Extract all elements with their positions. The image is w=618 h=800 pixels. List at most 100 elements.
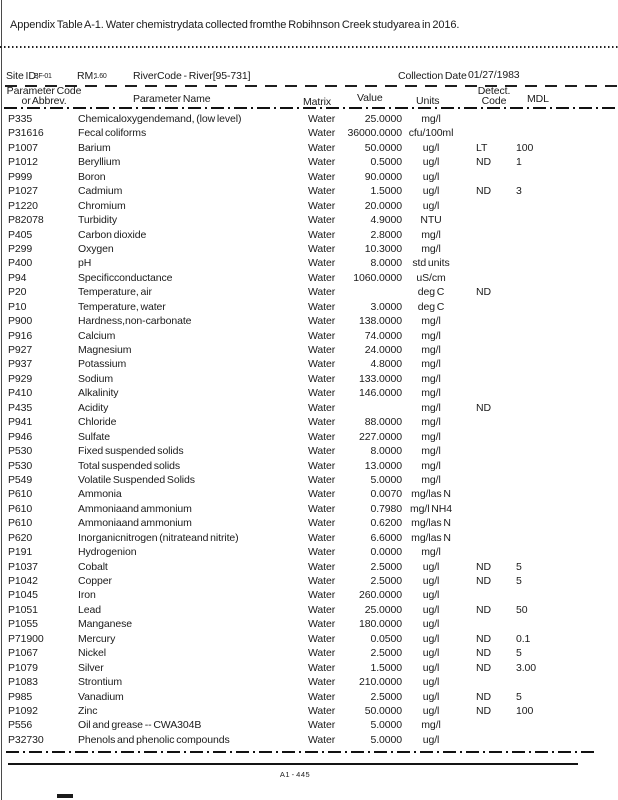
mdl-cell [516,170,582,184]
table-row: P610 Ammoniaand ammonium Water 0.6200 mg… [8,516,590,530]
parameter-code-cell: P82078 [8,214,44,227]
column-gap [460,661,476,675]
matrix-cell: Water [308,141,336,154]
table-row: P10 Temperature, water Water 3.0000 deg … [8,300,590,314]
matrix-cell: Water [308,502,336,515]
value-cell: 90.0000 [364,170,402,183]
detect-code-cell: ND [476,560,491,573]
parameter-name-cell: Ammoniaand ammonium [78,517,192,530]
mdl-cell [516,256,582,270]
units-cell: cfu/100ml [408,127,454,140]
table-row: P400 pH Water 8.0000 std units [8,256,590,270]
table-row: P556 Oil and grease -- CWA304B Water 5.0… [8,718,590,732]
parameter-name-cell: pH [78,257,92,270]
parameter-name-cell: Calcium [78,329,116,342]
table-row: P610 Ammoniaand ammonium Water 0.7980 mg… [8,502,590,516]
matrix-cell: Water [308,733,336,746]
units-cell: mg/l [421,329,441,342]
detect-code-cell: ND [476,632,491,645]
parameter-code-cell: P1007 [8,141,38,154]
value-cell: 180.0000 [359,618,402,631]
detect-code-cell [476,386,516,400]
column-gap [460,487,476,501]
value-cell: 3.0000 [370,300,402,313]
column-gap [460,170,476,184]
table-row: P530 Total suspended solids Water 13.000… [8,459,590,473]
units-cell: mg/l [421,372,441,385]
mdl-cell [516,675,582,689]
column-gap [460,718,476,732]
matrix-cell: Water [308,445,336,458]
parameter-name-cell: Fecal coliforms [78,127,147,140]
mdl-cell: 0.1 [516,632,531,645]
site-id-label: Site ID: [6,70,39,82]
table-row: P94 Specificconductance Water 1060.0000 … [8,271,590,285]
units-cell: uS/cm [416,271,446,284]
matrix-cell: Water [308,488,336,501]
parameter-name-cell: Temperature, water [78,300,166,313]
mdl-cell [516,459,582,473]
value-cell: 2.5000 [370,575,402,587]
parameter-code-cell: P610 [8,517,33,530]
matrix-cell: Water [308,228,336,241]
parameter-name-cell: Silver [78,661,104,674]
parameter-name-cell: Oil and grease -- CWA304B [78,719,202,732]
table-row: P1037 Cobalt Water 2.5000 ug/l ND 5 [8,560,590,574]
table-row: P900 Hardness,non-carbonate Water 138.00… [8,314,590,328]
value-cell [342,401,402,415]
value-cell: 4.9000 [370,214,402,227]
parameter-name-cell: Strontium [78,676,123,689]
matrix-cell: Water [308,113,336,125]
value-cell: 1.5000 [370,661,402,674]
column-gap [460,386,476,400]
table-row: P410 Alkalinity Water 146.0000 mg/l [8,386,590,400]
detect-code-cell [476,444,516,458]
matrix-cell: Water [308,286,336,299]
parameter-name-cell: Acidity [78,401,109,414]
parameter-table: P335 Chemicaloxygendemand, (low level) W… [8,112,590,747]
parameter-name-cell: Hardness,non-carbonate [78,315,192,328]
units-cell: ug/l [422,185,440,198]
parameter-code-cell: P937 [8,358,33,371]
table-row: P937 Potassium Water 4.8000 mg/l [8,357,590,371]
table-title: Appendix Table A-1. Water chemistrydata … [10,19,460,31]
detect-code-cell: ND [476,661,491,674]
units-cell: ug/l [422,690,440,703]
units-cell: mg/l [421,401,441,414]
parameter-code-cell: P556 [8,719,33,732]
units-cell: ug/l [422,575,440,587]
matrix-cell: Water [308,661,336,674]
column-header-detect-line1: Detect. [477,85,511,97]
units-cell: mg/l [421,459,441,472]
table-row: P1045 Iron Water 260.0000 ug/l [8,588,590,602]
matrix-cell: Water [308,719,336,732]
units-cell: ug/l [422,603,440,616]
detect-code-cell [476,588,516,602]
detect-code-cell: ND [476,690,491,703]
value-cell: 0.0070 [370,488,402,501]
detect-code-cell [476,242,516,256]
mdl-cell [516,733,582,747]
units-cell: ug/l [422,141,440,154]
table-row: P191 Hydrogenion Water 0.0000 mg/l [8,545,590,559]
units-cell: ug/l [422,589,440,602]
parameter-code-cell: P530 [8,459,33,472]
river-code-label: RiverCode - River[95-731] [133,70,251,82]
title-separator-dotted-line [0,46,618,48]
value-cell: 50.0000 [364,141,402,154]
detect-code-cell: ND [476,603,491,616]
value-cell: 5.0000 [370,733,402,746]
units-cell: mg/l [421,344,441,356]
mdl-cell [516,531,582,545]
parameter-code-cell: P1027 [8,185,38,198]
column-header-value: Value [357,92,383,104]
mdl-cell: 5 [516,560,522,573]
table-row: P1220 Chromium Water 20.0000 ug/l [8,199,590,213]
parameter-name-cell: Potassium [78,358,127,371]
matrix-cell: Water [308,257,336,270]
detect-code-cell [476,718,516,732]
column-gap [460,690,476,704]
value-cell: 2.5000 [370,690,402,703]
value-cell: 88.0000 [364,416,402,429]
column-gap [460,285,476,299]
